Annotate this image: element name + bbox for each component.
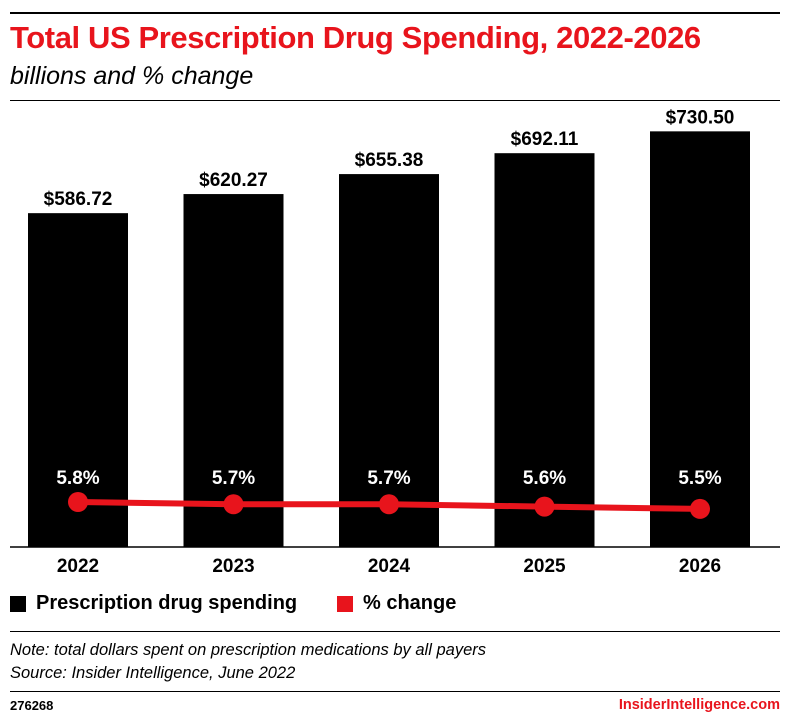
bar-labels-group: $586.72 $620.27 $655.38 $692.11 $730.50 [44,107,735,210]
change-label-2022: 5.8% [56,468,99,489]
x-tick-2022: 2022 [57,556,99,577]
x-tick-2025: 2025 [523,556,566,577]
bar-2023 [183,194,284,547]
chart-svg: $586.72 $620.27 $655.38 $692.11 $730.50 5.8%… [10,107,780,577]
footer-rule [10,631,780,632]
line-labels-group: 5.8% 5.7% 5.7% 5.6% 5.5% [56,468,721,489]
x-tick-2024: 2024 [368,556,411,577]
chart-id: 276268 [10,698,54,713]
change-point-2024 [379,494,399,515]
bar-2022 [28,213,128,548]
change-label-2023: 5.7% [212,468,255,489]
x-tick-2026: 2026 [679,556,721,577]
bottom-rule [10,691,780,692]
footer-source: Source: Insider Intelligence, June 2022 [10,664,296,682]
legend-item-spending: Prescription drug spending [10,592,297,615]
line-group [68,492,710,519]
change-point-2023 [223,494,244,515]
chart-subtitle: billions and % change [10,62,254,90]
change-point-2025 [534,496,555,517]
bars-group [28,131,750,548]
legend-swatch-spending [10,595,26,612]
bar-label-2023: $620.27 [199,170,268,191]
legend-label-spending: Prescription drug spending [36,592,298,614]
bar-label-2025: $692.11 [511,129,579,150]
change-point-2026 [690,498,710,519]
chart-title: Total US Prescription Drug Spending, 202… [10,20,701,55]
change-label-2025: 5.6% [523,468,566,489]
top-rule [10,12,780,14]
bar-label-2024: $655.38 [355,150,424,171]
change-point-2022 [68,492,88,512]
bar-label-2022: $586.72 [44,189,113,210]
bar-2025 [494,153,595,548]
legend-swatch-change [337,595,353,612]
footer-note: Note: total dollars spent on prescriptio… [10,641,486,659]
x-tick-labels-group: 2022 2023 2024 2025 2026 [57,556,721,577]
x-tick-2023: 2023 [212,556,254,577]
bar-2024 [339,174,439,547]
brand-link[interactable]: InsiderIntelligence.com [618,697,780,713]
change-label-2026: 5.5% [678,468,721,489]
bar-label-2026: $730.50 [666,107,735,128]
bar-2026 [650,131,750,547]
legend-item-change: % change [337,592,456,615]
header-rule [10,100,780,101]
legend-label-change: % change [363,592,457,614]
change-label-2024: 5.7% [367,468,410,489]
